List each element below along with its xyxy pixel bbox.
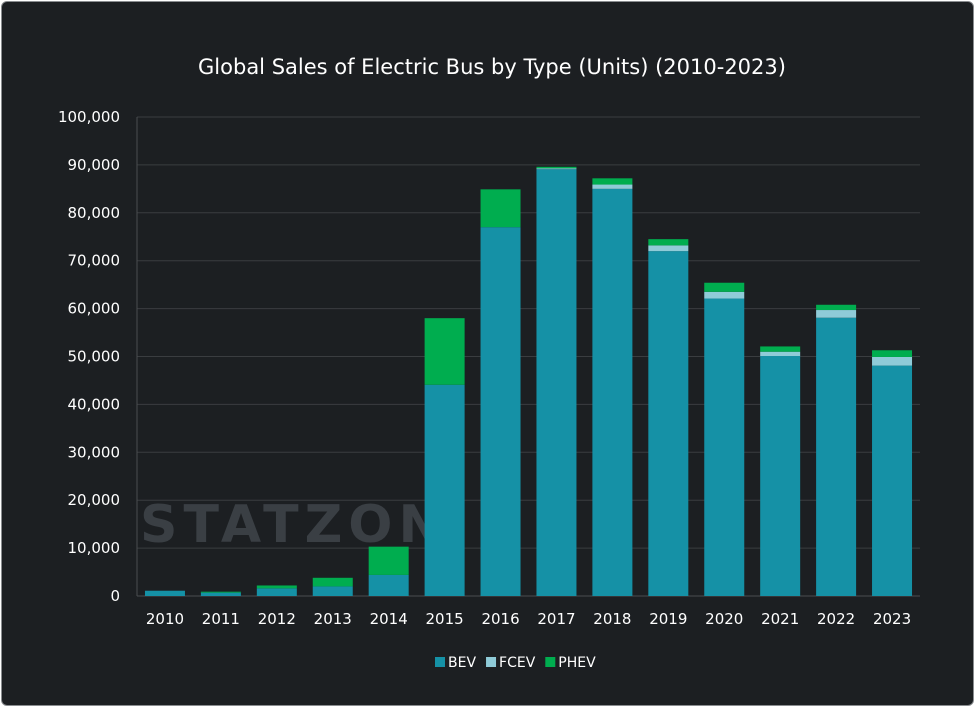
- bar-fcev-2018: [592, 184, 633, 189]
- bar-phev-2012: [256, 585, 297, 589]
- bars: [144, 166, 913, 597]
- x-tick-label: 2019: [649, 610, 687, 628]
- x-tick-label: 2023: [873, 610, 911, 628]
- y-tick-label: 40,000: [68, 395, 121, 413]
- x-tick-label: 2022: [817, 610, 855, 628]
- x-axis-ticks: 2010 2011 2012 2013 2014 2015 2016 2017 2018 2019…: [146, 610, 911, 628]
- bar-fcev-2017: [536, 168, 577, 170]
- x-tick-label: 2018: [593, 610, 631, 628]
- y-tick-label: 20,000: [68, 491, 121, 509]
- legend-swatch-fcev: [486, 657, 497, 667]
- y-tick-label: 80,000: [68, 204, 121, 222]
- y-axis-ticks: 0 10,000 20,000 30,000 40,000 50,000 60,000 70,…: [58, 108, 120, 605]
- x-tick-label: 2014: [370, 610, 408, 628]
- bar-fcev-2020: [704, 291, 745, 299]
- x-tick-label: 2016: [481, 610, 519, 628]
- chart-title: Global Sales of Electric Bus by Type (Un…: [198, 55, 786, 79]
- bar-bev-2021: [760, 356, 801, 596]
- bar-fcev-2019: [648, 245, 689, 252]
- bar-bev-2020: [704, 298, 745, 596]
- y-tick-label: 10,000: [68, 539, 121, 557]
- legend: BEV FCEV PHEV: [435, 655, 596, 671]
- bar-phev-2014: [368, 546, 409, 575]
- bar-phev-2015: [424, 318, 465, 385]
- bar-bev-2022: [816, 317, 857, 596]
- y-tick-label: 60,000: [68, 300, 121, 318]
- x-tick-label: 2013: [314, 610, 352, 628]
- legend-swatch-phev: [545, 657, 556, 667]
- x-tick-label: 2012: [258, 610, 296, 628]
- bar-phev-2017: [536, 166, 577, 169]
- bar-bev-2016: [480, 227, 521, 597]
- legend-label-fcev: FCEV: [499, 655, 536, 671]
- bar-fcev-2021: [760, 351, 801, 357]
- watermark-text: STATZON: [140, 495, 448, 555]
- y-tick-label: 30,000: [68, 443, 121, 461]
- legend-label-phev: PHEV: [558, 655, 596, 671]
- bar-bev-2019: [648, 251, 689, 596]
- bar-bev-2023: [872, 365, 913, 596]
- bar-phev-2013: [312, 577, 353, 587]
- watermark: STATZON: [140, 495, 448, 555]
- bar-phev-2022: [816, 304, 857, 311]
- legend-swatch-bev: [435, 657, 445, 667]
- bar-bev-2013: [312, 586, 353, 596]
- x-tick-label: 2017: [537, 610, 575, 628]
- legend-label-bev: BEV: [448, 655, 476, 671]
- bar-phev-2016: [480, 189, 521, 228]
- x-tick-label: 2020: [705, 610, 743, 628]
- bar-phev-2011: [200, 591, 241, 593]
- y-tick-label: 0: [110, 587, 120, 605]
- gridlines: [136, 116, 920, 597]
- bar-bev-2018: [592, 188, 633, 596]
- y-tick-label: 70,000: [68, 252, 121, 270]
- bar-bev-2011: [200, 592, 241, 596]
- bar-bev-2017: [536, 169, 577, 596]
- bar-phev-2020: [704, 282, 745, 292]
- x-tick-label: 2011: [202, 610, 240, 628]
- x-tick-label: 2010: [146, 610, 184, 628]
- bar-bev-2014: [368, 574, 409, 596]
- x-tick-label: 2021: [761, 610, 799, 628]
- bar-fcev-2022: [816, 310, 857, 318]
- bar-phev-2019: [648, 239, 689, 246]
- bar-bev-2010: [144, 590, 185, 596]
- bar-phev-2018: [592, 178, 633, 185]
- bar-fcev-2023: [872, 356, 913, 366]
- y-tick-label: 100,000: [58, 108, 120, 126]
- y-tick-label: 50,000: [68, 348, 121, 366]
- bar-phev-2021: [760, 346, 801, 352]
- bar-phev-2023: [872, 350, 913, 357]
- bar-bev-2012: [256, 588, 297, 596]
- bar-bev-2015: [424, 384, 465, 596]
- y-tick-label: 90,000: [68, 156, 121, 174]
- x-tick-label: 2015: [426, 610, 464, 628]
